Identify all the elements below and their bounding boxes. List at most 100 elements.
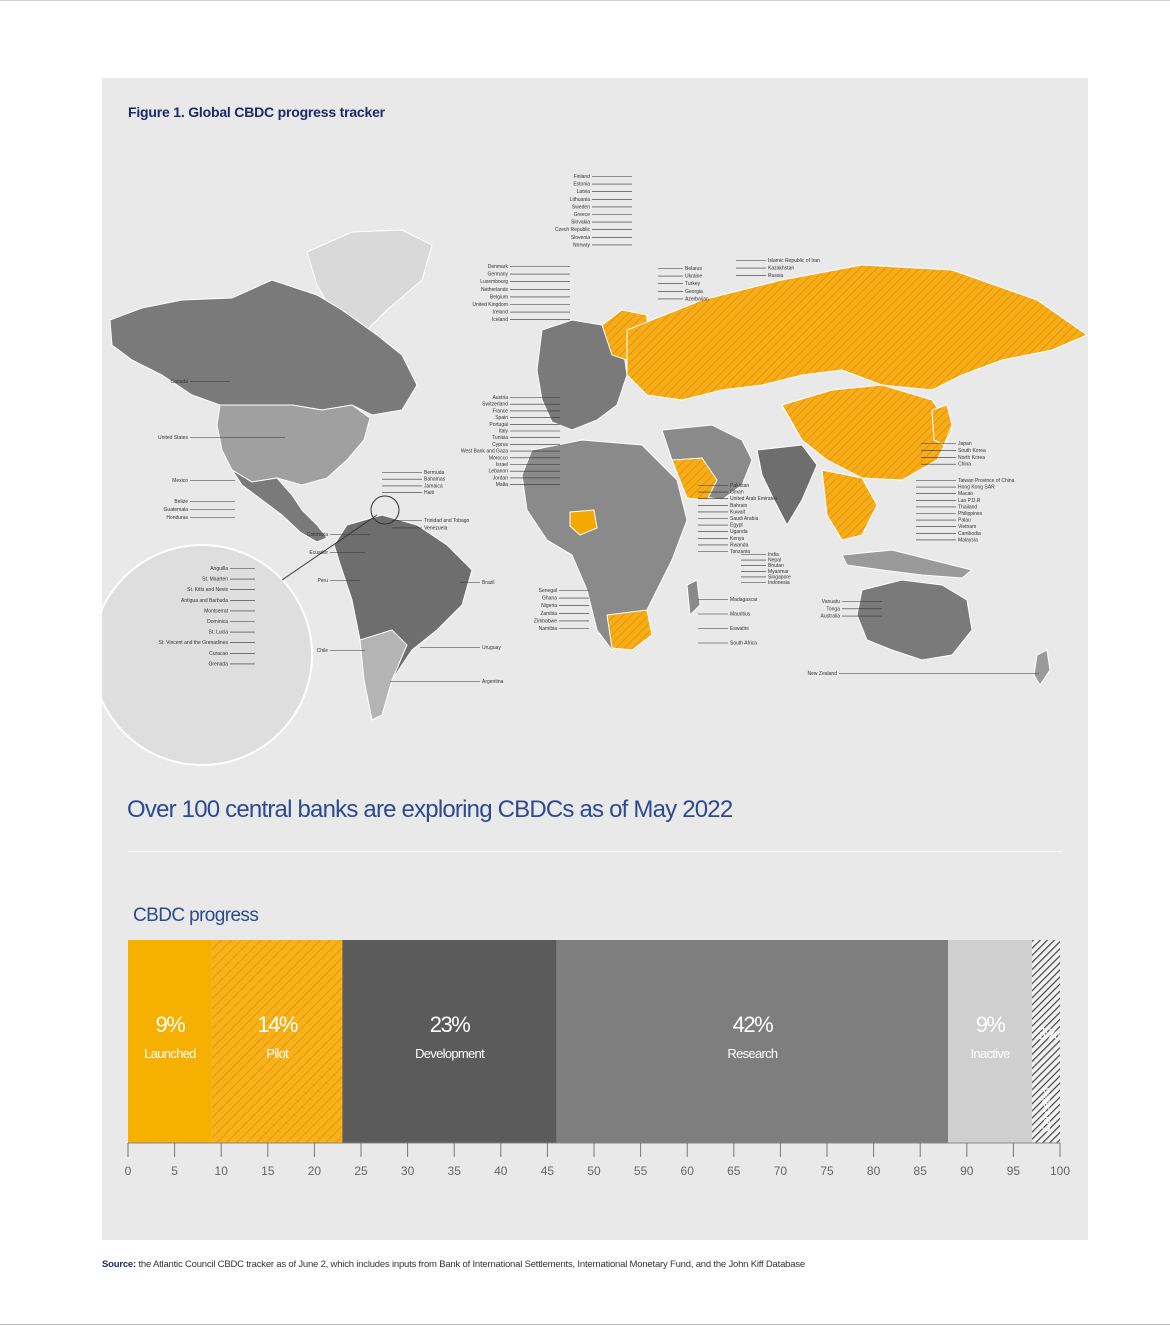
map-label: North Korea	[958, 455, 985, 461]
map-label: Singapore	[768, 574, 791, 580]
x-tick-label: 0	[125, 1164, 132, 1178]
divider-rule	[128, 851, 1062, 852]
map-label: Dominica	[207, 619, 228, 625]
progress-chart-title: CBDC progress	[133, 905, 259, 926]
map-label: Denmark	[488, 264, 509, 270]
map-label: Portugal	[489, 422, 508, 428]
map-label: Tonga	[826, 606, 840, 612]
x-tick-label: 15	[261, 1164, 275, 1178]
map-label: Thailand	[958, 504, 977, 510]
mediterranean-labels: AustriaSwitzerlandFranceSpainPortugalIta…	[461, 395, 560, 488]
segment-label-launched: Launched	[144, 1046, 196, 1061]
map-label: Grenada	[209, 661, 229, 667]
map-label: Pakistan	[730, 483, 749, 489]
map-label: Belize	[174, 499, 188, 505]
map-label: Chile	[317, 648, 329, 654]
inset-labels: Anguilla St. Maarten St. Kitts and Nevis An…	[159, 566, 255, 667]
map-label: Jordan	[493, 475, 509, 481]
map-label: Trinidad and Tobago	[424, 518, 470, 524]
x-tick-label: 100	[1050, 1164, 1070, 1178]
bar-labels: 9% Launched 14% Pilot 23% Development 42% Resea…	[144, 1012, 1061, 1132]
x-tick-label: 90	[960, 1164, 974, 1178]
map-label: New Zealand	[808, 671, 838, 677]
map-label: Lao P.D.R	[958, 498, 981, 504]
map-label: Uganda	[730, 529, 748, 535]
map-label: Senegal	[539, 588, 557, 594]
map-label: Peru	[317, 578, 328, 584]
map-label: Slovenia	[571, 235, 590, 241]
map-label: Latvia	[577, 189, 591, 195]
caribbean-inset	[102, 544, 313, 766]
map-label: Finland	[574, 174, 591, 180]
map-label: Saudi Arabia	[730, 516, 759, 522]
map-label: St. Lucia	[209, 630, 229, 636]
map-label: Norway	[573, 242, 590, 248]
segment-percent-pilot: 14%	[257, 1012, 297, 1037]
map-label: Madagascar	[730, 597, 758, 603]
inset-source-circle	[370, 495, 400, 525]
map-label: Greece	[574, 212, 591, 218]
map-label: Zambia	[540, 611, 557, 617]
map-label: Georgia	[685, 289, 703, 295]
africa-east-labels: Madagascar Mauritius Eswatini South Africa	[698, 597, 758, 647]
map-label: Vanuatu	[822, 599, 840, 605]
segment-launched	[128, 940, 212, 1143]
map-label: Lebanon	[489, 469, 509, 475]
map-label: Japan	[958, 441, 972, 447]
map-label: United Arab Emirates	[730, 496, 778, 502]
segment-percent-research: 42%	[733, 1012, 773, 1037]
map-label: Indonesia	[768, 580, 790, 586]
china-shape	[781, 384, 953, 481]
map-label: Namibia	[539, 626, 558, 632]
russia-shape	[626, 264, 1088, 401]
map-label: United Kingdom	[472, 302, 508, 308]
map-label: Anguilla	[210, 566, 228, 572]
map-label: Eswatini	[730, 626, 749, 632]
map-label: Macao	[958, 491, 973, 497]
map-label: Cambodia	[958, 531, 981, 537]
map-label: Belarus	[685, 266, 702, 272]
map-label: St. Vincent and the Grenadines	[159, 640, 229, 646]
madagascar-shape	[686, 579, 701, 617]
bar-segments	[128, 940, 1060, 1143]
map-label: Malaysia	[958, 537, 978, 543]
x-tick-label: 85	[914, 1164, 928, 1178]
map-label: Kenya	[730, 536, 744, 542]
map-label: Mauritius	[730, 612, 751, 618]
map-label: Russia	[768, 273, 784, 279]
segment-label-inactive: Inactive	[970, 1046, 1010, 1061]
x-tick-label: 65	[727, 1164, 741, 1178]
map-label: Estonia	[573, 182, 590, 188]
map-label: Netherlands	[481, 287, 508, 293]
map-label: India	[768, 552, 779, 558]
map-label: Argentina	[482, 679, 504, 685]
segment-label-pilot: Pilot	[266, 1046, 289, 1061]
map-label: Azerbaijan	[685, 296, 709, 302]
map-label: Montserrat	[204, 608, 229, 614]
canada-shape	[109, 279, 418, 416]
map-label: Sweden	[572, 204, 590, 210]
map-label: Tunisia	[492, 435, 508, 441]
map-label: Cyprus	[492, 442, 508, 448]
map-label: Ukraine	[685, 274, 702, 280]
segment-percent-development: 23%	[430, 1012, 470, 1037]
map-label: Spain	[495, 415, 508, 421]
map-label: Australia	[821, 614, 841, 620]
map-label: France	[492, 408, 508, 414]
map-label: Bahrain	[730, 503, 747, 509]
map-label: Morocco	[489, 455, 508, 461]
map-label: Brazil	[482, 580, 495, 586]
x-tick-label: 35	[448, 1164, 462, 1178]
new-zealand-shape	[1033, 649, 1051, 686]
segment-percent-launched: 9%	[156, 1012, 186, 1037]
map-label: Rwanda	[730, 542, 749, 548]
x-tick-label: 40	[494, 1164, 508, 1178]
